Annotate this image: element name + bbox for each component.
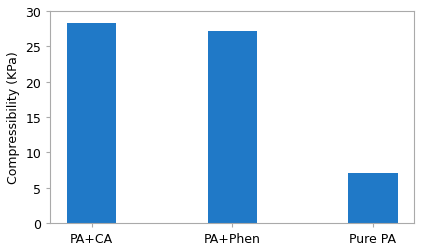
Bar <box>67 24 116 223</box>
Bar <box>348 173 397 223</box>
Y-axis label: Compressibility (KPa): Compressibility (KPa) <box>7 51 20 184</box>
Bar <box>208 32 257 223</box>
